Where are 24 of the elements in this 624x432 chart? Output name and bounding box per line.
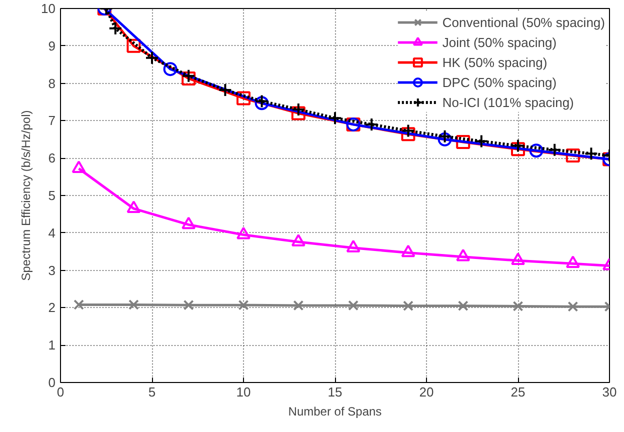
legend-label: No-ICI (101% spacing) — [442, 94, 574, 110]
x-tick-label: 10 — [236, 384, 251, 400]
y-tick-label: 7 — [48, 113, 56, 128]
y-tick-label: 5 — [48, 188, 56, 203]
legend-label: DPC (50% spacing) — [442, 74, 557, 90]
y-tick-label: 8 — [48, 76, 56, 91]
y-tick-label: 6 — [48, 150, 56, 166]
y-tick-label: 3 — [48, 262, 56, 278]
y-tick-label: 0 — [48, 375, 56, 390]
y-tick-label: 2 — [48, 300, 56, 316]
y-tick-label: 9 — [48, 38, 56, 54]
y-axis-title: Spectrum Efficiency (b/s/Hz/pol) — [19, 110, 34, 281]
legend-label: HK (50% spacing) — [442, 54, 548, 70]
x-tick-label: 5 — [148, 384, 156, 400]
y-tick-label: 4 — [48, 225, 56, 240]
y-tick-label: 1 — [48, 338, 56, 353]
x-axis-title: Number of Spans — [288, 404, 382, 418]
x-tick-label: 30 — [602, 384, 617, 400]
x-tick-label: 20 — [419, 384, 434, 400]
legend-label: Joint (50% spacing) — [442, 34, 557, 50]
x-tick-label: 15 — [328, 384, 342, 400]
x-tick-label: 25 — [510, 384, 526, 400]
legend-label: Conventional (50% spacing) — [442, 14, 605, 30]
y-tick-label: 10 — [41, 1, 56, 16]
